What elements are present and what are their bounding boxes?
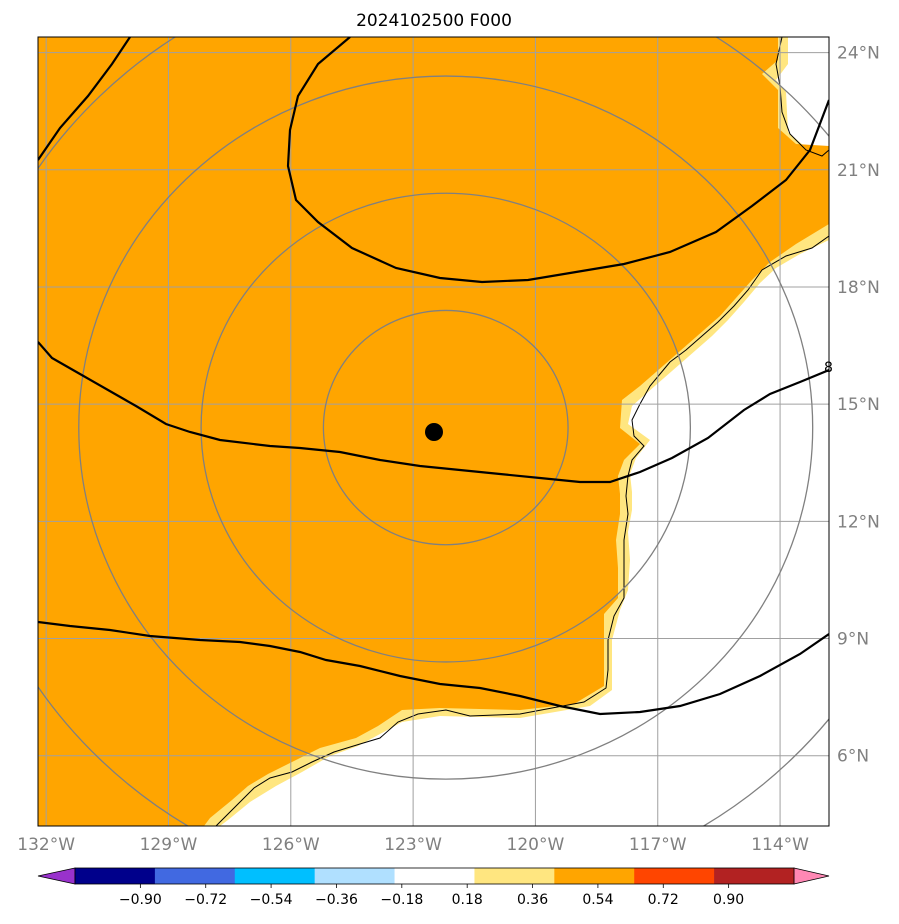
map-panel: 8: [37, 36, 833, 827]
lon-tick-label: 126°W: [262, 835, 320, 855]
lat-tick-label: 18°N: [837, 278, 880, 298]
lon-tick-label: 114°W: [751, 835, 809, 855]
colorbar-extend-low: [37, 867, 76, 885]
range-ring: [322, 309, 569, 546]
map-frame: [37, 36, 830, 827]
colorbar-label: 0.54: [582, 892, 613, 908]
lat-tick-label: 12°N: [837, 512, 880, 532]
range-rings: [38, 37, 829, 826]
colorbar-label: −0.72: [184, 892, 227, 908]
lat-tick-label: 6°N: [837, 747, 869, 767]
lat-tick-labels: 24°N 21°N 18°N 15°N 12°N 9°N 6°N: [837, 44, 880, 767]
lat-tick-label: 9°N: [837, 630, 869, 650]
colorbar-segment: [154, 868, 236, 884]
colorbar-label: 0.36: [517, 892, 548, 908]
lat-tick-label: 21°N: [837, 161, 880, 181]
contour-line-south: [38, 620, 829, 716]
colorbar-segment: [474, 868, 555, 884]
lat-tick-label: 24°N: [837, 44, 880, 64]
range-ring: [200, 192, 692, 663]
storm-center-marker: [425, 423, 443, 441]
colorbar: −0.90 −0.72 −0.54 −0.36 −0.18 0.18 0.36 0.54 0.7…: [37, 867, 830, 908]
colorbar-extend-high: [793, 867, 830, 885]
colorbar-segment: [234, 868, 316, 884]
figure-title: 2024102500 F000: [356, 11, 512, 31]
colorbar-segment: [634, 868, 715, 884]
lon-tick-label: 120°W: [507, 835, 565, 855]
lon-tick-label: 123°W: [384, 835, 442, 855]
colorbar-segment: [554, 868, 635, 884]
colorbar-segment: [314, 868, 396, 884]
colorbar-label: −0.36: [315, 892, 358, 908]
range-ring: [78, 75, 814, 780]
lon-tick-labels: 132°W 129°W 126°W 123°W 120°W 117°W 114°W: [17, 835, 809, 855]
colorbar-outline: [74, 867, 795, 885]
lat-tick-label: 15°N: [837, 395, 880, 415]
colorbar-label: 0.18: [452, 892, 483, 908]
contour-line-closed-north: [286, 37, 829, 284]
colorbar-label: −0.90: [119, 892, 162, 908]
contour-label: 8: [824, 360, 833, 376]
colorbar-label: 0.72: [648, 892, 679, 908]
contour-line-top-left: [38, 37, 131, 161]
colorbar-label: 0.90: [713, 892, 744, 908]
colorbar-label: −0.54: [250, 892, 293, 908]
gridlines: [38, 37, 829, 826]
lon-tick-label: 129°W: [140, 835, 198, 855]
colorbar-segment: [75, 868, 156, 884]
colorbar-segment: [714, 868, 795, 884]
contour-line-middle: [38, 341, 829, 484]
lon-tick-label: 117°W: [629, 835, 687, 855]
colorbar-segment: [394, 868, 475, 884]
coastline: [215, 37, 829, 826]
colorbar-label: −0.18: [380, 892, 423, 908]
lon-tick-label: 132°W: [17, 835, 75, 855]
contour-lines: [38, 37, 829, 716]
